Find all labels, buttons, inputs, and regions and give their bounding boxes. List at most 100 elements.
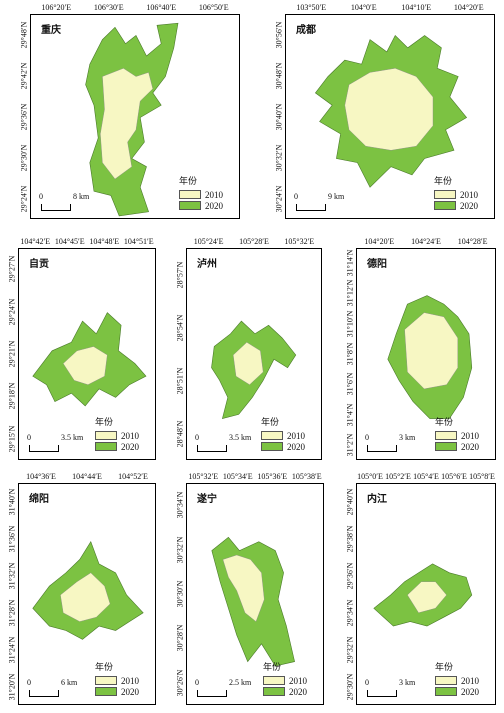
map-frame: 自贡 年份 2010 2020 0 3.5 km: [18, 248, 156, 460]
legend-swatch: [261, 431, 283, 440]
map-legend: 年份 2010 2020: [435, 660, 479, 697]
city-extent-map: [387, 295, 473, 419]
map-frame: 泸州 年份 2010 2020 0 3.5 km: [186, 248, 322, 460]
latitude-tick-label: 30°34′N: [175, 491, 185, 519]
longitude-tick-label: 105°8′E: [469, 472, 495, 481]
latitude-tick-label: 31°12′N: [345, 280, 355, 307]
latitude-tick-label: 30°40′N: [274, 103, 284, 130]
latitude-tick-label: 30°24′N: [274, 185, 284, 212]
map-legend: 年份 2010 2020: [435, 415, 479, 452]
latitude-tick-label: 29°27′N: [7, 255, 17, 283]
longitude-tick-label: 104°28′E: [457, 237, 488, 246]
longitude-tick-label: 105°32′E: [284, 237, 315, 246]
legend-swatch: [95, 687, 117, 696]
legend-swatch: [435, 431, 457, 440]
longitude-tick-label: 104°20′E: [453, 3, 484, 12]
legend-2010: 2010: [95, 430, 139, 441]
legend-title: 年份: [95, 663, 114, 673]
latitude-tick-label: 29°38′N: [345, 525, 355, 552]
extent-2010: [404, 312, 458, 390]
city-extent-map: [373, 563, 473, 627]
longitude-tick-label: 106°20′E: [41, 3, 72, 12]
latitude-tick-label: 30°32′N: [175, 536, 185, 563]
longitude-tick-label: 105°38′E: [291, 472, 322, 481]
city-name: 绵阳: [29, 494, 49, 505]
legend-swatch: [435, 687, 457, 696]
extent-2010: [407, 581, 447, 614]
longitude-tick-label: 104°48′E: [89, 237, 120, 246]
map-frame: 重庆 年份 2010 2020 0 8 km: [30, 14, 240, 219]
extent-2010: [62, 346, 108, 385]
city-name: 泸州: [197, 259, 217, 270]
legend-label: 2010: [289, 675, 307, 686]
legend-2010: 2010: [435, 675, 479, 686]
scale-distance: 3 km: [399, 678, 416, 687]
longitude-tick-label: 104°24′E: [411, 237, 441, 246]
city-name: 德阳: [367, 259, 387, 270]
legend-swatch: [263, 676, 285, 685]
legend-2010: 2010: [179, 189, 223, 200]
legend-swatch: [95, 431, 117, 440]
extent-2010: [222, 554, 265, 622]
latitude-tick-label: 28°51′N: [175, 367, 185, 394]
scale-distance: 3.5 km: [229, 433, 252, 442]
legend-2020: 2020: [95, 441, 139, 452]
legend-label: 2010: [461, 675, 479, 686]
legend-2010: 2010: [263, 675, 307, 686]
legend-title: 年份: [434, 177, 453, 187]
legend-swatch: [434, 190, 456, 199]
legend-label: 2010: [205, 189, 223, 200]
legend-swatch: [435, 442, 457, 451]
latitude-tick-label: 31°40′N: [7, 488, 17, 515]
latitude-tick-label: 29°36′N: [19, 103, 29, 130]
legend-swatch: [179, 190, 201, 199]
legend-label: 2020: [287, 441, 305, 452]
scale-bar: [29, 690, 59, 697]
extent-2010: [100, 68, 154, 180]
scale-bar: [367, 690, 397, 697]
scale-bar: [29, 445, 59, 452]
scale-distance: 6 km: [61, 678, 78, 687]
latitude-tick-label: 29°32′N: [345, 636, 355, 663]
legend-label: 2020: [461, 686, 479, 697]
scale-zero: 0: [195, 678, 199, 687]
map-legend: 年份 2010 2020: [261, 415, 305, 452]
legend-label: 2010: [121, 675, 139, 686]
latitude-tick-label: 29°21′N: [7, 340, 17, 368]
longitude-tick-label: 104°42′E: [20, 237, 51, 246]
longitude-tick-label: 105°6′E: [441, 472, 467, 481]
map-frame: 德阳 年份 2010 2020 0 3 km: [356, 248, 496, 460]
longitude-tick-label: 105°36′E: [257, 472, 288, 481]
longitude-tick-label: 105°24′E: [193, 237, 224, 246]
latitude-tick-label: 31°32′N: [7, 562, 17, 589]
latitude-tick-label: 31°10′N: [345, 310, 355, 338]
city-extent-map: [85, 22, 179, 217]
extent-2010: [60, 572, 111, 622]
legend-swatch: [179, 201, 201, 210]
longitude-tick-label: 106°30′E: [93, 3, 124, 12]
map-frame: 绵阳 年份 2010 2020 0 6 km: [18, 483, 156, 705]
scale-zero: 0: [27, 433, 31, 442]
scale-zero: 0: [365, 433, 369, 442]
city-extent-map: [314, 35, 468, 188]
legend-label: 2020: [461, 441, 479, 452]
latitude-tick-label: 30°32′N: [274, 144, 284, 171]
longitude-tick-label: 105°4′E: [413, 472, 439, 481]
latitude-tick-label: 30°26′N: [175, 669, 185, 697]
map-legend: 年份 2010 2020: [95, 415, 139, 452]
legend-title: 年份: [179, 177, 198, 187]
legend-title: 年份: [435, 663, 454, 673]
legend-title: 年份: [263, 663, 282, 673]
legend-label: 2010: [460, 189, 478, 200]
legend-label: 2010: [287, 430, 305, 441]
latitude-tick-label: 29°36′N: [345, 562, 355, 589]
latitude-tick-label: 29°30′N: [19, 144, 29, 171]
longitude-tick-label: 104°10′E: [401, 3, 432, 12]
legend-2020: 2020: [179, 200, 223, 211]
city-extent-map: [32, 312, 147, 407]
longitude-tick-label: 104°51′E: [123, 237, 154, 246]
map-frame: 成都 年份 2010 2020 0 9 km: [285, 14, 495, 219]
legend-2010: 2010: [261, 430, 305, 441]
latitude-tick-label: 29°18′N: [7, 383, 17, 410]
legend-2020: 2020: [261, 441, 305, 452]
